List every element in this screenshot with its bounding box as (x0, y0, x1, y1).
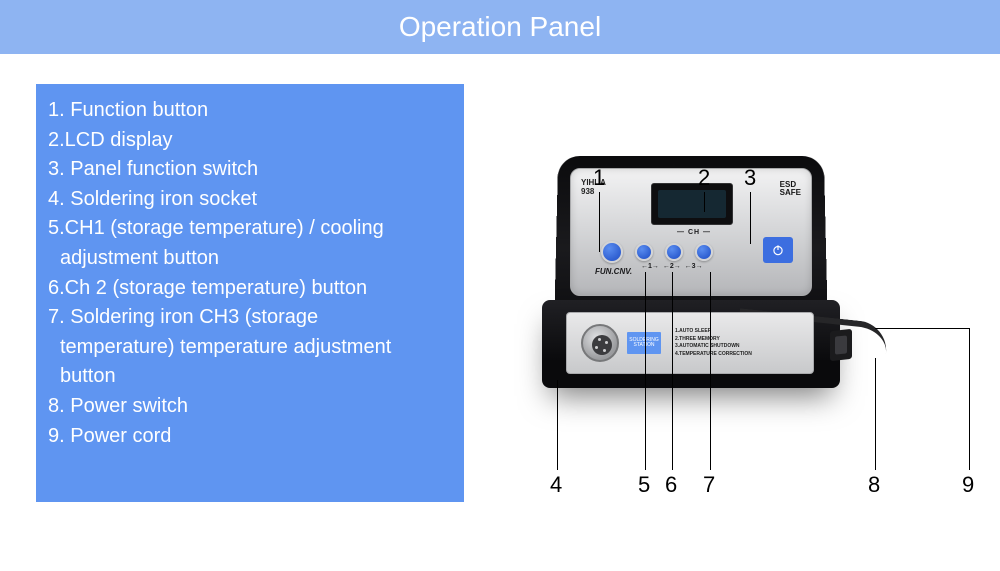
esd-line2: SAFE (780, 188, 801, 197)
legend-item: 1. Function button (48, 98, 452, 124)
legend-item-sub: temperature) temperature adjustment (48, 335, 452, 361)
leader-line (599, 192, 600, 252)
leader-line (672, 272, 673, 470)
function-button-icon (601, 241, 623, 263)
ch2-button-icon (665, 243, 683, 261)
legend-item: 7. Soldering iron CH3 (storage (48, 305, 452, 331)
callout-3: 3 (744, 165, 756, 191)
callout-2: 2 (698, 165, 710, 191)
face-plate: YIHUA 938 ESD SAFE — CH — FUN.CNV. ←1→ ←… (570, 168, 812, 296)
content-row: 1. Function button 2.LCD display 3. Pane… (0, 54, 1000, 544)
legend-item: 3. Panel function switch (48, 157, 452, 183)
feature-item: 1.AUTO SLEEP (675, 328, 752, 336)
figure-area: YIHUA 938 ESD SAFE — CH — FUN.CNV. ←1→ ←… (464, 84, 1000, 544)
legend-item: 8. Power switch (48, 394, 452, 420)
ch-triple-label: ←1→ ←2→ ←3→ (641, 263, 703, 270)
legend-item-sub: button (48, 364, 452, 390)
legend-item: 2.LCD display (48, 128, 452, 154)
callout-7: 7 (703, 472, 715, 498)
esd-label: ESD SAFE (780, 181, 801, 196)
legend-item: 5.CH1 (storage temperature) / cooling (48, 216, 452, 242)
ch3-button-icon (695, 243, 713, 261)
title-bar: Operation Panel (0, 0, 1000, 54)
legend-box: 1. Function button 2.LCD display 3. Pane… (36, 84, 464, 502)
legend-item: 9. Power cord (48, 424, 452, 450)
soldering-socket-icon (581, 324, 619, 362)
leader-line (875, 358, 876, 470)
button-row (601, 241, 713, 263)
callout-1: 1 (593, 165, 605, 191)
callout-9: 9 (962, 472, 974, 498)
leader-line (710, 272, 711, 470)
callout-8: 8 (868, 472, 880, 498)
callout-5: 5 (638, 472, 650, 498)
socket-label: SOLDERING STATION (627, 332, 661, 354)
leader-line (704, 192, 705, 212)
page-title: Operation Panel (399, 11, 601, 43)
fun-cnv-label: FUN.CNV. (595, 267, 632, 276)
device-illustration: YIHUA 938 ESD SAFE — CH — FUN.CNV. ←1→ ←… (536, 154, 844, 390)
ch1-button-icon (635, 243, 653, 261)
power-switch-icon (830, 329, 852, 361)
callout-4: 4 (550, 472, 562, 498)
callout-6: 6 (665, 472, 677, 498)
feature-list: 1.AUTO SLEEP 2.THREE MEMORY 3.AUTOMATIC … (675, 328, 752, 358)
lcd-display-icon (651, 183, 733, 225)
feature-item: 2.THREE MEMORY (675, 336, 752, 344)
feature-item: 3.AUTOMATIC SHUTDOWN (675, 343, 752, 351)
leader-line (645, 272, 646, 470)
legend-item: 6.Ch 2 (storage temperature) button (48, 276, 452, 302)
lower-plate: SOLDERING STATION 1.AUTO SLEEP 2.THREE M… (566, 312, 814, 374)
legend-item: 4. Soldering iron socket (48, 187, 452, 213)
leader-line (969, 328, 970, 470)
ch-label: — CH — (677, 229, 711, 236)
panel-switch-icon (763, 237, 793, 263)
leader-line (750, 192, 751, 244)
leader-line (875, 328, 969, 329)
feature-item: 4.TEMPERATURE CORRECTION (675, 351, 752, 359)
legend-item-sub: adjustment button (48, 246, 452, 272)
leader-line (557, 380, 558, 470)
